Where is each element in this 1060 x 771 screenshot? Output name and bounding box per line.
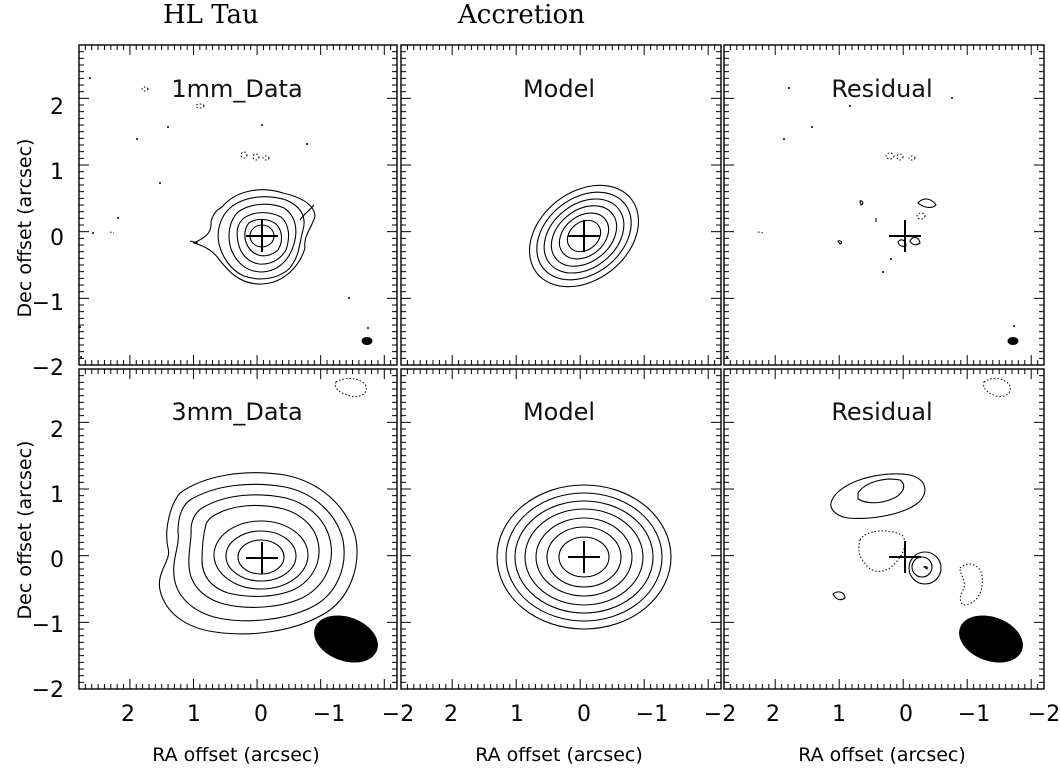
noise-dots [726,87,1015,358]
panel-3mm-model: Model [400,368,722,690]
residual-contours [837,198,937,247]
yticks-row2: 2 1 0 −1 −2 [32,418,64,703]
xtick: 1 [187,702,201,727]
panel-title: 1mm_Data [171,75,302,103]
cross-icon [568,220,600,252]
ylabel-row1: Dec offset (arcsec) [14,139,36,318]
xtick: 0 [899,702,913,727]
panel-title: Residual [831,75,932,103]
ytick: −1 [32,613,64,638]
beam-ellipse [1007,337,1019,345]
beam-ellipse [361,337,373,345]
negative-contours [334,378,367,397]
noise-contours [757,152,926,234]
negative-contours [858,378,1011,606]
xtick: 0 [254,702,268,727]
xticks-col2: −2 2 1 0 −1 [382,702,668,727]
panel-title: Residual [831,398,932,426]
tick-marks [78,368,398,690]
ytick: −2 [32,356,64,381]
ytick: 0 [50,548,64,573]
xtick: 2 [121,702,135,727]
ylabel-row2: Dec offset (arcsec) [14,441,36,620]
xtick: −2 [704,702,736,727]
xtick: 0 [577,702,591,727]
xtick: −2 [382,702,414,727]
panel-3mm-residual: Residual [723,368,1045,690]
noise-dots [79,77,369,358]
panel-1mm-residual: Residual [723,44,1045,366]
data-contours [189,189,316,285]
xtick: −2 [1028,702,1060,727]
cross-icon [568,541,600,573]
xlabel-col1: RA offset (arcsec) [152,744,320,766]
ytick: 2 [50,418,64,443]
ytick: 1 [50,160,64,185]
tick-marks [723,44,1045,366]
ytick: 1 [50,483,64,508]
header-model: Accretion [457,0,585,30]
panel-title: Model [523,398,595,426]
xticks-col1: 2 1 0 −1 [121,702,345,727]
tick-marks [723,368,1045,690]
xtick: 2 [444,702,458,727]
cross-icon [889,220,921,252]
yticks-row1: 2 1 0 −1 −2 [32,95,64,381]
ytick: 0 [50,226,64,251]
cross-icon [246,220,278,252]
xlabel-col3: RA offset (arcsec) [798,744,966,766]
model-contours [496,484,672,630]
xtick: 2 [766,702,780,727]
data-contours [158,472,358,635]
panel-title: 3mm_Data [171,398,302,426]
beam-ellipse [314,615,378,663]
cross-icon [246,542,278,574]
xtick: −1 [636,702,668,727]
panel-1mm-model: Model [400,44,722,366]
beam-ellipse [959,615,1023,663]
xtick: −1 [313,702,345,727]
panel-title: Model [523,75,595,103]
ytick: 2 [50,95,64,120]
residual-contours [830,473,942,601]
xtick: 1 [510,702,524,727]
ytick: −2 [32,678,64,703]
xtick: −1 [958,702,990,727]
tick-marks [400,368,722,690]
model-contours [528,184,640,288]
xticks-col3: −2 2 1 0 −1 −2 [704,702,1060,727]
xtick: 1 [832,702,846,727]
header-object: HL Tau [163,0,259,30]
tick-marks [78,44,398,366]
xlabel-col2: RA offset (arcsec) [475,744,643,766]
panel-1mm-data: 1mm_Data [78,44,398,366]
noise-contours [109,86,270,234]
ytick: −1 [32,291,64,316]
tick-marks [400,44,722,366]
cross-icon [889,541,921,573]
panel-3mm-data: 3mm_Data [78,368,398,690]
